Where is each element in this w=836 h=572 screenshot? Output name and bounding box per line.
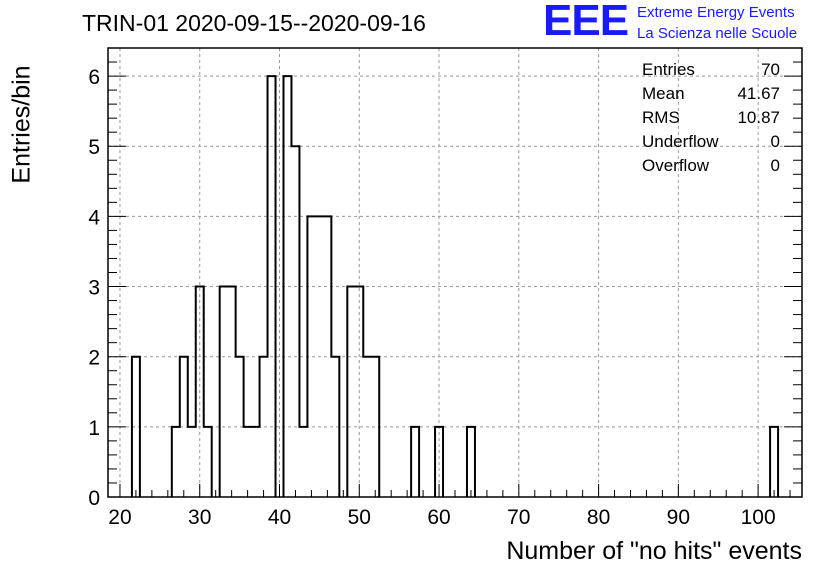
x-tick-label: 70: [507, 506, 530, 529]
y-tick-label: 6: [88, 66, 100, 89]
stat-value: 0: [770, 132, 780, 151]
chart-title: TRIN-01 2020-09-15--2020-09-16: [82, 10, 426, 36]
logo-line-1: Extreme Energy Events: [637, 4, 795, 21]
histogram-bars: [130, 75, 780, 497]
stat-value: 0: [770, 156, 780, 175]
histogram-bin: [188, 427, 196, 497]
stat-label: Mean: [642, 84, 685, 103]
eee-logo: EEE: [543, 0, 629, 45]
logo-line-2: La Scienza nelle Scuole: [637, 25, 798, 42]
y-tick-label: 0: [88, 487, 100, 510]
y-tick-label: 2: [88, 347, 100, 370]
stat-label: Entries: [642, 60, 695, 79]
y-tick-label: 5: [88, 136, 100, 159]
grid-lines: [108, 48, 802, 497]
y-axis-ticks: 0 1 2 3 4 5 6: [88, 47, 802, 510]
histogram-bin: [252, 427, 260, 497]
histogram-bin: [244, 427, 252, 497]
x-tick-label: 30: [188, 506, 211, 529]
stats-box: Entries 70 Mean 41.67 RMS 10.87 Underflo…: [642, 59, 780, 179]
histogram-bin: [172, 427, 180, 497]
histogram-bin: [291, 146, 299, 497]
stat-row-rms: RMS 10.87: [642, 107, 780, 131]
histogram-bin: [347, 287, 355, 497]
stat-row-underflow: Underflow 0: [642, 131, 780, 155]
stat-label: Underflow: [642, 132, 719, 151]
x-tick-label: 20: [108, 506, 131, 529]
x-tick-label: 80: [587, 506, 610, 529]
histogram-bin: [204, 427, 212, 497]
x-tick-label: 60: [427, 506, 450, 529]
x-tick-label: 100: [741, 506, 776, 529]
stat-row-overflow: Overflow 0: [642, 155, 780, 179]
stat-row-entries: Entries 70: [642, 59, 780, 83]
stat-row-mean: Mean 41.67: [642, 83, 780, 107]
histogram-bin: [220, 287, 228, 497]
stat-value: 70: [761, 60, 780, 79]
histogram-bin: [299, 427, 307, 497]
y-tick-label: 4: [88, 206, 100, 229]
x-axis-label: Number of "no hits" events: [506, 537, 802, 565]
stat-value: 41.67: [737, 84, 780, 103]
stat-label: Overflow: [642, 156, 710, 175]
histogram-bin: [770, 427, 778, 497]
histogram-bin: [411, 427, 419, 497]
histogram-bin: [228, 287, 236, 497]
stat-label: RMS: [642, 108, 680, 127]
histogram-bin: [467, 427, 475, 497]
y-tick-label: 1: [88, 417, 100, 440]
x-tick-label: 40: [268, 506, 291, 529]
y-axis-label: Entries/bin: [7, 65, 36, 184]
y-tick-label: 3: [88, 277, 100, 300]
x-axis-ticks: 20 30 40 50 60 70 80 90 100: [108, 484, 791, 529]
histogram-outline: [130, 75, 780, 497]
x-tick-label: 50: [348, 506, 371, 529]
stat-value: 10.87: [737, 108, 780, 127]
x-tick-label: 90: [667, 506, 690, 529]
